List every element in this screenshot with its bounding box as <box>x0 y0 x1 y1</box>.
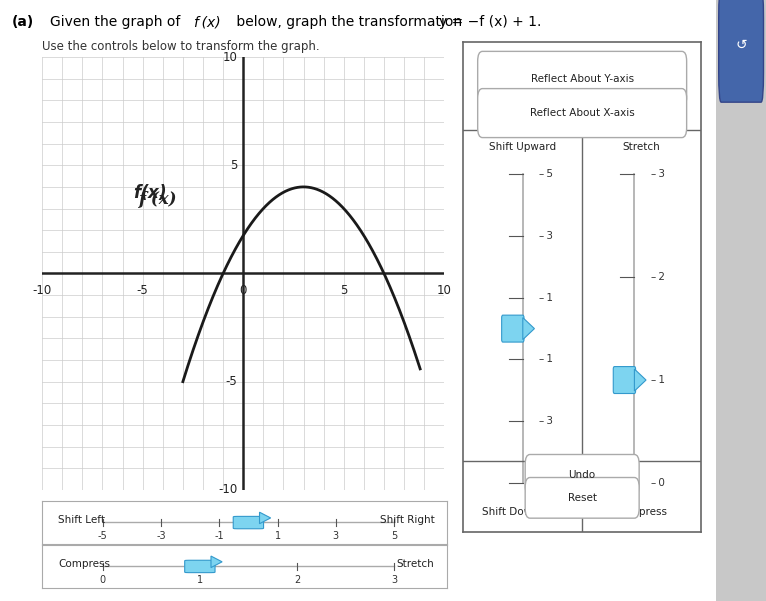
FancyBboxPatch shape <box>614 367 636 394</box>
Text: Given the graph of: Given the graph of <box>50 15 185 29</box>
FancyArrow shape <box>634 369 646 391</box>
FancyArrow shape <box>211 556 222 567</box>
FancyBboxPatch shape <box>478 88 686 138</box>
Text: 3: 3 <box>391 575 397 585</box>
Text: 5: 5 <box>340 284 348 297</box>
Text: Shift Upward: Shift Upward <box>489 142 556 153</box>
Text: Stretch: Stretch <box>623 142 660 153</box>
Text: Reflect About X-axis: Reflect About X-axis <box>530 108 634 118</box>
Text: – 1: – 1 <box>539 293 553 303</box>
Text: 2: 2 <box>294 575 300 585</box>
Text: Shift Left: Shift Left <box>58 515 105 525</box>
Text: – 0: – 0 <box>651 478 665 488</box>
Text: – 1: – 1 <box>539 355 553 364</box>
FancyBboxPatch shape <box>525 454 639 495</box>
FancyBboxPatch shape <box>719 0 764 102</box>
Text: 0: 0 <box>100 575 106 585</box>
FancyBboxPatch shape <box>233 516 264 529</box>
Text: -3: -3 <box>156 531 166 541</box>
Text: -5: -5 <box>225 375 237 388</box>
Text: 5: 5 <box>391 531 397 541</box>
Text: – 5: – 5 <box>539 478 553 488</box>
FancyBboxPatch shape <box>185 560 215 573</box>
FancyBboxPatch shape <box>502 315 524 342</box>
Text: – 1: – 1 <box>651 375 665 385</box>
Text: Shift Downward: Shift Downward <box>482 507 564 517</box>
Text: Compress: Compress <box>616 507 667 517</box>
Text: 10: 10 <box>437 284 452 297</box>
Text: -10: -10 <box>218 483 237 496</box>
Text: – 3: – 3 <box>539 416 553 426</box>
FancyBboxPatch shape <box>525 478 639 518</box>
FancyBboxPatch shape <box>478 51 686 107</box>
Text: 0: 0 <box>240 284 247 297</box>
Text: – 5: – 5 <box>539 169 553 179</box>
Text: Shift Right: Shift Right <box>380 515 434 525</box>
Text: Reflect About Y-axis: Reflect About Y-axis <box>531 74 633 84</box>
Text: -5: -5 <box>98 531 108 541</box>
Text: (a): (a) <box>11 15 34 29</box>
Text: – 2: – 2 <box>651 272 665 282</box>
Text: Compress: Compress <box>58 559 110 569</box>
FancyArrow shape <box>522 317 535 340</box>
Text: – 3: – 3 <box>539 231 553 241</box>
Text: 3: 3 <box>332 531 339 541</box>
Text: -5: -5 <box>137 284 149 297</box>
Text: Reset: Reset <box>568 493 597 503</box>
Text: f (x): f (x) <box>194 15 221 29</box>
Text: Undo: Undo <box>568 469 596 480</box>
Text: $\bfit{f}$$\bfit{(x)}$: $\bfit{f}$$\bfit{(x)}$ <box>133 182 166 202</box>
Text: Use the controls below to transform the graph.: Use the controls below to transform the … <box>42 40 319 53</box>
Text: 1: 1 <box>197 575 203 585</box>
Text: 1: 1 <box>274 531 280 541</box>
Text: 5: 5 <box>230 159 237 172</box>
Text: below, graph the transformation: below, graph the transformation <box>232 15 466 29</box>
Text: ↺: ↺ <box>735 38 747 52</box>
Text: y = −f (x) + 1.: y = −f (x) + 1. <box>439 15 542 29</box>
FancyArrow shape <box>260 512 270 523</box>
Text: -1: -1 <box>214 531 224 541</box>
Text: f (x): f (x) <box>139 191 177 208</box>
Text: Stretch: Stretch <box>397 559 434 569</box>
Text: 10: 10 <box>222 50 237 64</box>
Text: – 3: – 3 <box>651 169 665 179</box>
Text: -10: -10 <box>32 284 52 297</box>
